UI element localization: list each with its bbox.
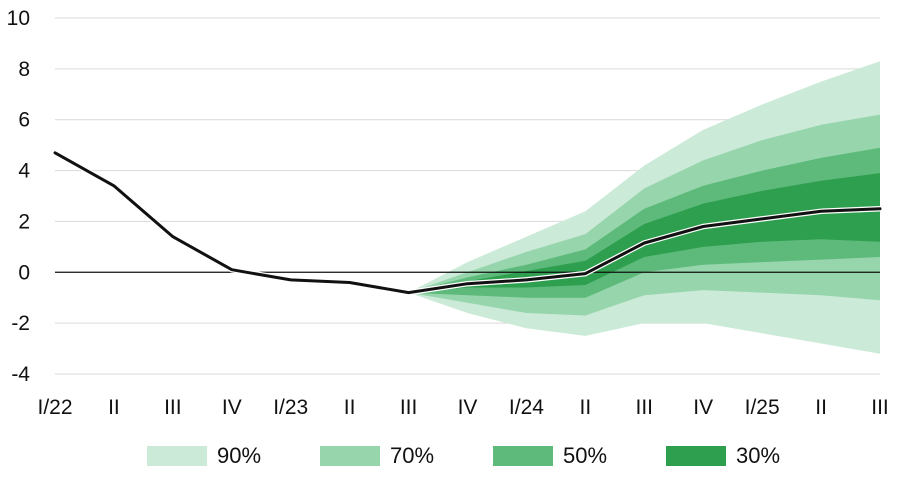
legend-label: 90% <box>217 443 261 468</box>
x-axis-tick-labels: I/22 II III IV I/23 II III IV I/24 II III IV I/25 II I… <box>37 396 888 419</box>
legend-label: 30% <box>736 443 780 468</box>
legend-swatch <box>493 446 553 466</box>
central-projection-line <box>52 150 883 296</box>
x-tick-label: I/23 <box>273 396 308 419</box>
y-tick-label: 8 <box>18 58 30 81</box>
y-tick-label: 4 <box>18 160 30 183</box>
x-tick-label: I/22 <box>37 396 72 419</box>
x-tick-label: IV <box>458 396 478 419</box>
x-tick-label: III <box>871 396 889 419</box>
x-tick-label: II <box>108 396 120 419</box>
y-tick-label: 0 <box>18 261 30 284</box>
legend-swatch <box>147 446 207 466</box>
x-tick-label: II <box>815 396 827 419</box>
legend-label: 70% <box>390 443 434 468</box>
y-tick-label: -4 <box>11 363 30 386</box>
x-tick-label: III <box>636 396 654 419</box>
legend-swatch <box>666 446 726 466</box>
x-tick-label: II <box>580 396 592 419</box>
x-tick-label: IV <box>693 396 713 419</box>
x-tick-label: I/24 <box>509 396 544 419</box>
x-tick-label: III <box>164 396 182 419</box>
x-tick-label: III <box>400 396 418 419</box>
legend-label: 50% <box>563 443 607 468</box>
legend-swatch <box>320 446 380 466</box>
y-axis-tick-labels: 10 8 6 4 2 0 -2 -4 <box>7 7 31 386</box>
fan-bands <box>408 61 880 354</box>
y-tick-label: -2 <box>11 312 30 335</box>
x-tick-label: IV <box>222 396 242 419</box>
gridlines <box>55 17 880 375</box>
fan-band-50pct <box>408 147 880 298</box>
x-tick-label: II <box>344 396 356 419</box>
x-tick-label: I/25 <box>745 396 780 419</box>
legend: 90% 70% 50% 30% <box>147 443 780 468</box>
central-line <box>53 151 882 295</box>
y-tick-label: 6 <box>18 109 30 132</box>
fan-band-30pct <box>408 173 880 293</box>
y-tick-label: 10 <box>7 7 30 30</box>
y-tick-label: 2 <box>18 210 30 233</box>
